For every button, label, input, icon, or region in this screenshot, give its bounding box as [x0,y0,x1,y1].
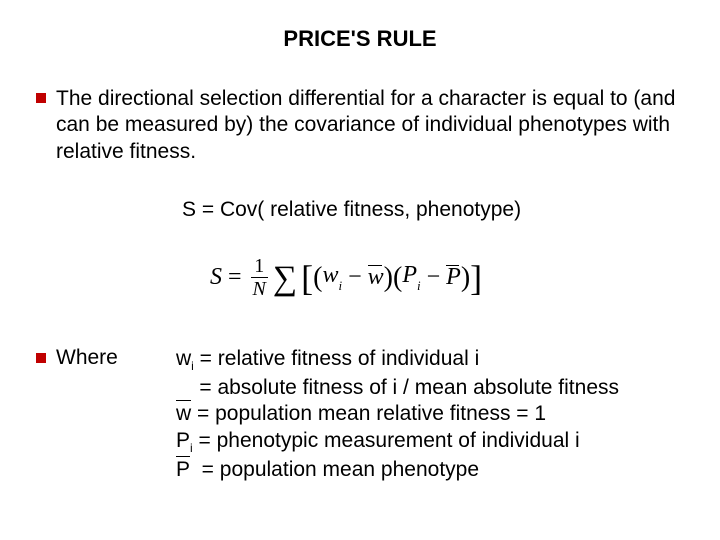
bullet-square-icon [36,353,46,363]
minus-2: − [421,264,447,291]
def-wi-2: = absolute fitness of i / mean absolute … [176,375,619,402]
slide-title: PRICE'S RULE [0,26,720,52]
def-wi: wi = relative fitness of individual i [176,346,619,375]
left-bracket: [ [301,260,313,296]
def-wbar: w = population mean relative fitness = 1 [176,401,619,428]
def-Pbar: P = population mean phenotype [176,457,619,484]
definitions-block: wi = relative fitness of individual i = … [176,346,619,484]
fraction-1-over-N: 1 N [251,256,268,299]
left-paren-2: ( [393,264,402,292]
bullet-item-where: Where wi = relative fitness of individua… [36,346,684,484]
where-label: Where [56,346,176,370]
bullet-text-1: The directional selection differential f… [56,86,684,165]
left-paren-1: ( [313,264,322,292]
frac-numerator: 1 [252,256,266,277]
bullet-item-1: The directional selection differential f… [36,86,684,165]
slide: PRICE'S RULE The directional selection d… [0,0,720,540]
covariance-equation-text: S = Cov( relative fitness, phenotype) [182,198,521,222]
formula-lhs: S [210,264,222,291]
def-Pi: Pi = phenotypic measurement of individua… [176,428,619,457]
w-bar: w [368,264,384,291]
summation-icon: ∑ [273,262,297,296]
right-bracket: ] [470,260,482,296]
right-paren-2: ) [461,264,470,292]
minus-1: − [342,264,368,291]
frac-denominator: N [251,277,268,299]
w-i: wi [322,262,342,292]
bullet-square-icon [36,93,46,103]
equals-sign: = [222,264,248,291]
P-bar: P [446,264,461,291]
price-formula: S = 1 N ∑ [ ( wi − w ) ( Pi − P ) ] [210,250,482,304]
right-paren-1: ) [384,264,393,292]
P-i: Pi [402,262,420,292]
